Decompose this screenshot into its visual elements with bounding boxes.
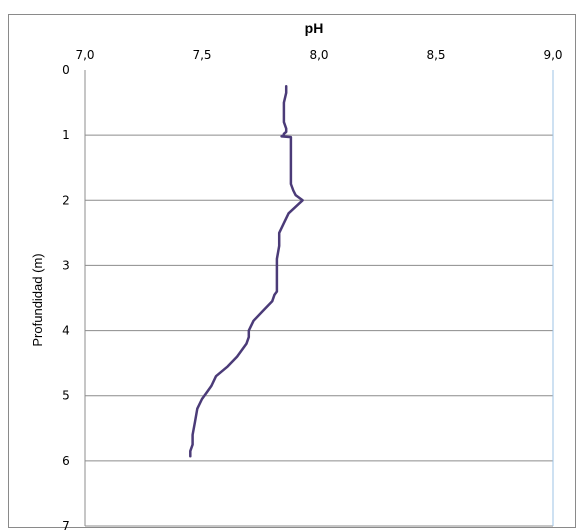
y-tick-label-2: 2 xyxy=(62,193,70,207)
y-axis-title: Profundidad (m) xyxy=(30,253,45,346)
y-tick-label-1: 1 xyxy=(62,128,70,142)
chart-frame xyxy=(8,14,576,528)
x-tick-labels: 7,0 7,5 8,0 8,5 9,0 xyxy=(75,48,562,62)
y-tick-labels: 0 1 2 3 4 5 6 7 xyxy=(62,63,70,531)
y-tick-label-0: 0 xyxy=(62,63,70,77)
y-tick-label-5: 5 xyxy=(62,389,70,403)
series-layer xyxy=(189,85,304,458)
series-line-0 xyxy=(189,85,304,458)
x-tick-label-0: 7,0 xyxy=(75,48,94,62)
x-tick-label-4: 9,0 xyxy=(543,48,562,62)
gridlines xyxy=(85,134,553,527)
y-tick-label-6: 6 xyxy=(62,454,70,468)
y-tick-label-7: 7 xyxy=(62,519,70,531)
x-tick-label-3: 8,5 xyxy=(426,48,445,62)
x-tick-label-1: 7,5 xyxy=(192,48,211,62)
x-axis-title: pH xyxy=(305,20,324,36)
axes xyxy=(84,70,554,526)
y-tick-label-4: 4 xyxy=(62,324,70,338)
y-tick-label-3: 3 xyxy=(62,258,70,272)
x-tick-label-2: 8,0 xyxy=(309,48,328,62)
